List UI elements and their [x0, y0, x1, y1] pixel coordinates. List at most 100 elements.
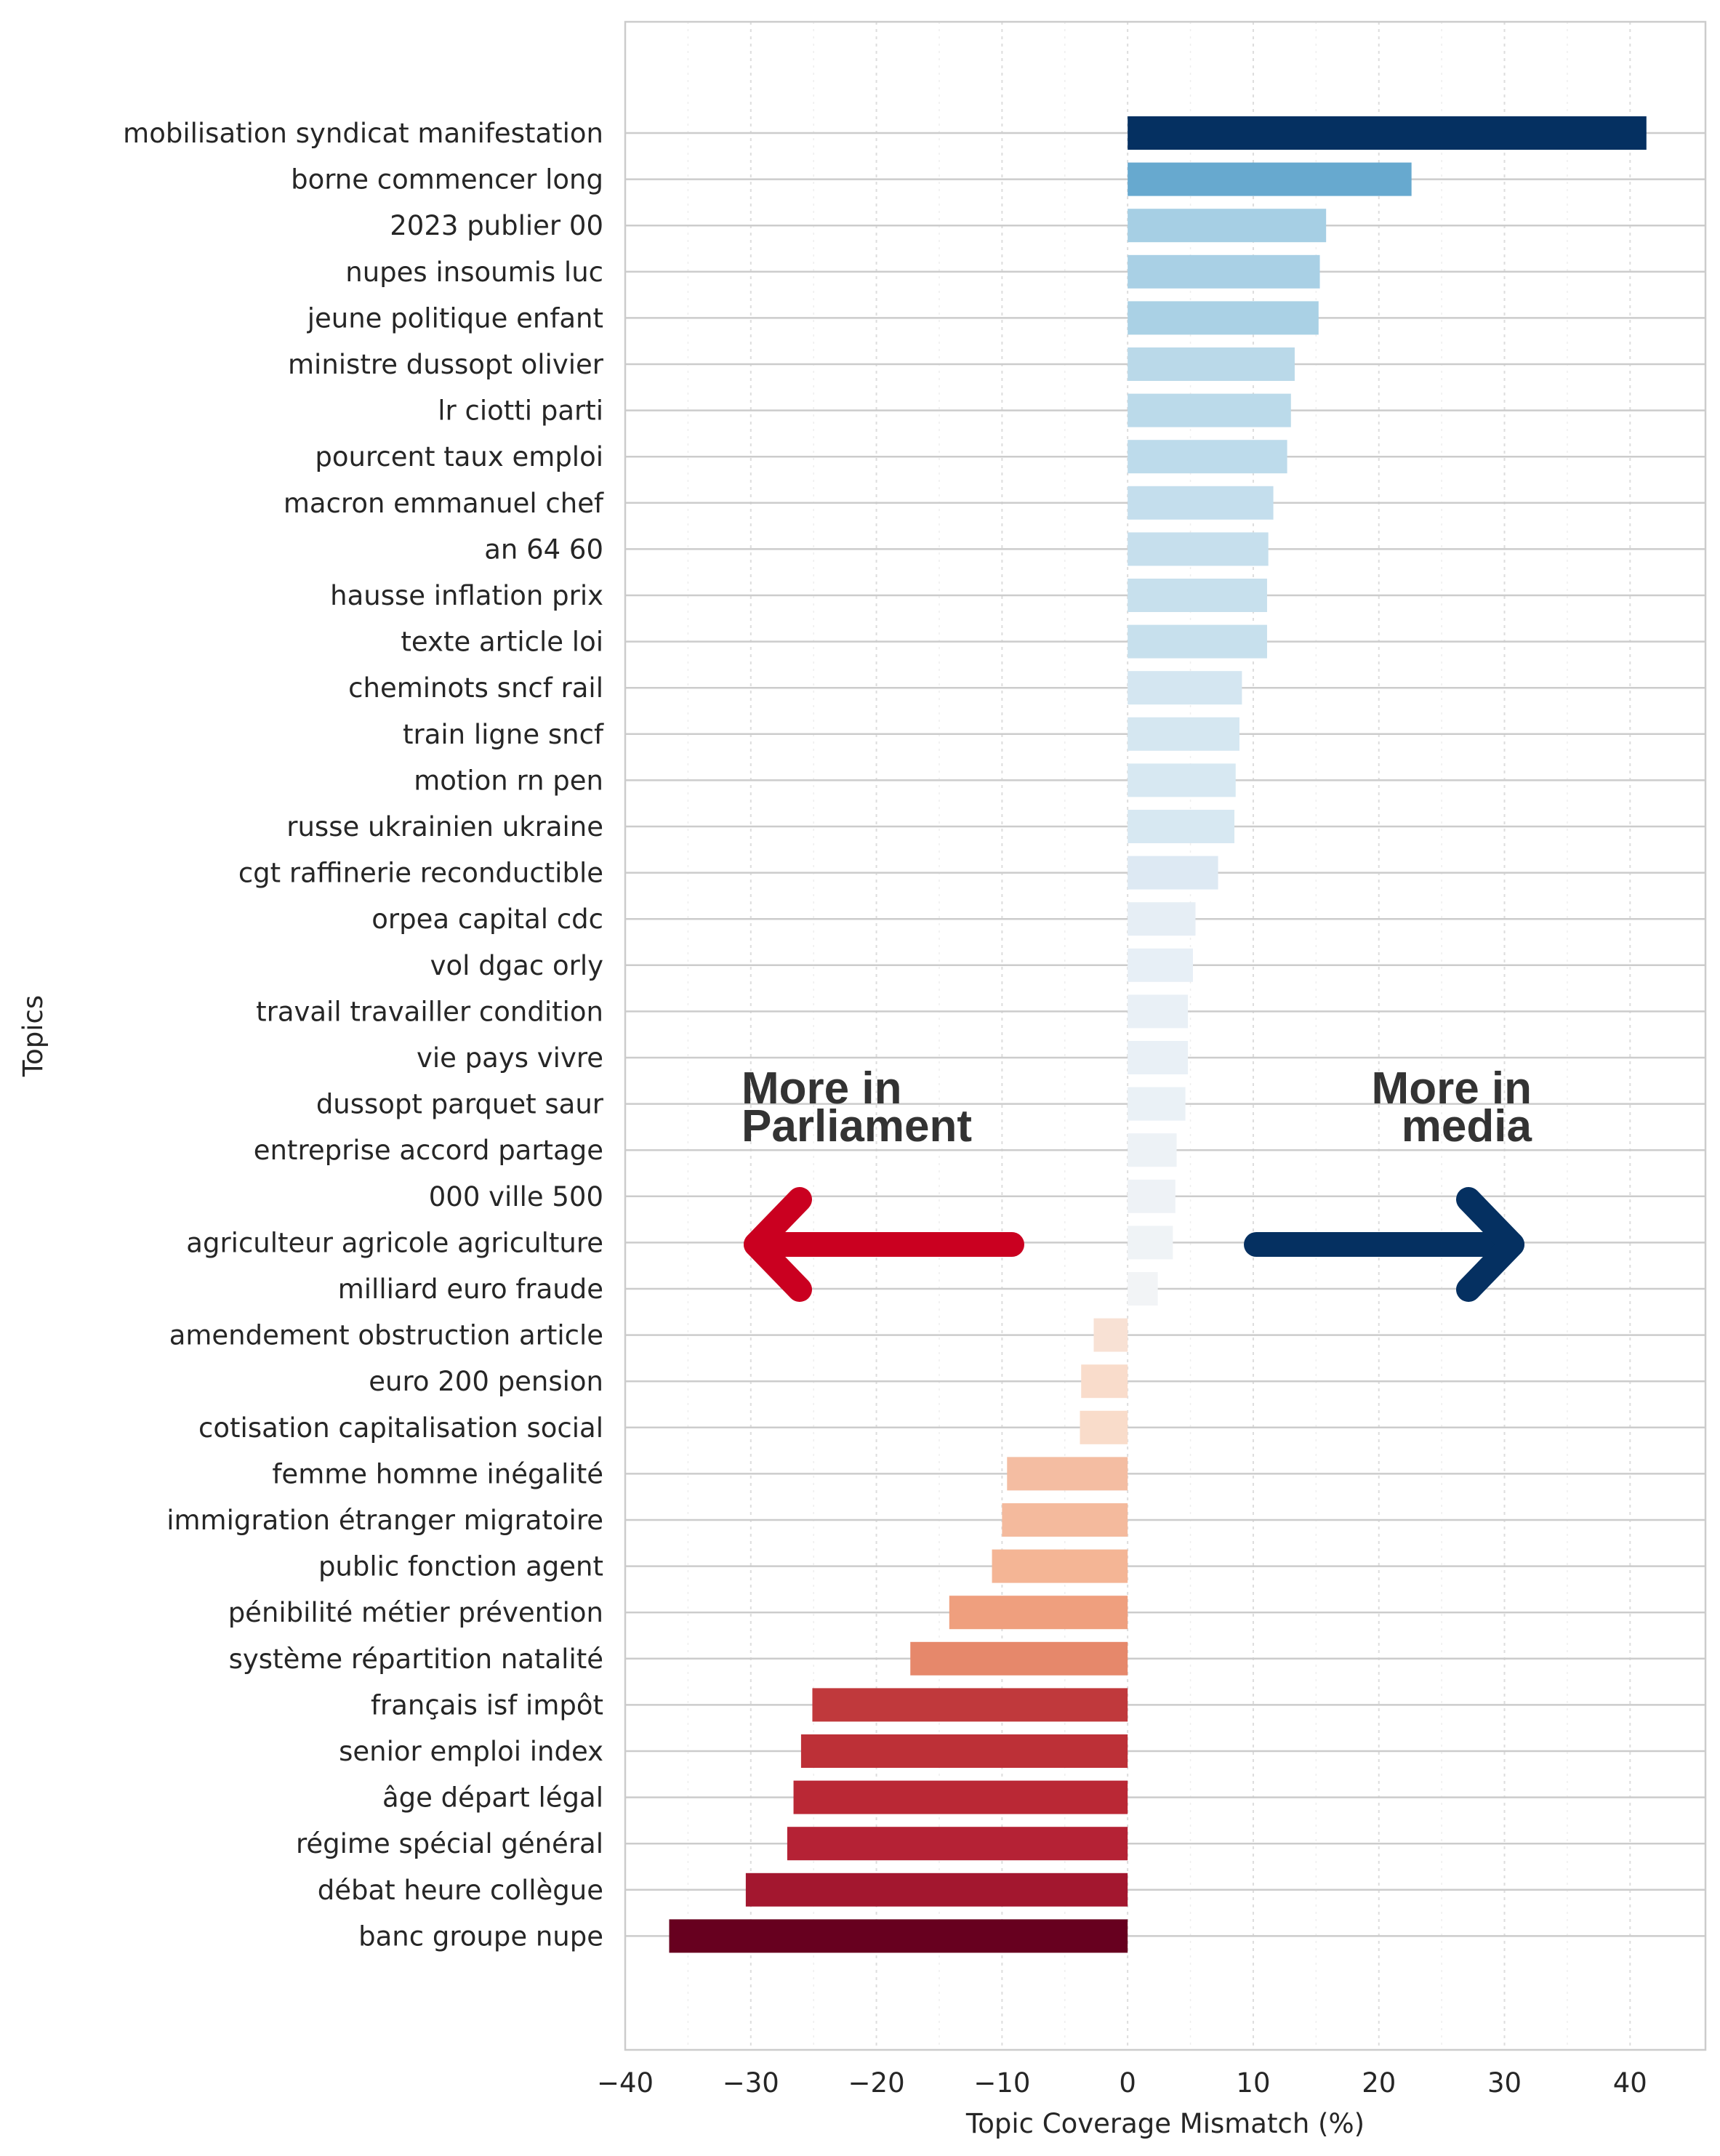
y-tick-label-20: vie pays vivre: [417, 1042, 603, 1074]
bar-33: [910, 1641, 1128, 1676]
left-annotation-line2: Parliament: [742, 1101, 972, 1151]
bar-20: [1128, 1041, 1189, 1074]
y-tick-label-26: amendement obstruction article: [169, 1320, 603, 1351]
y-tick-label-19: travail travailler condition: [256, 996, 603, 1027]
bar-0: [1128, 116, 1647, 150]
bar-28: [1080, 1410, 1128, 1444]
x-tick-label-0: −40: [597, 2067, 654, 2099]
bar-3: [1128, 254, 1320, 289]
y-tick-label-9: an 64 60: [484, 534, 603, 565]
y-tick-label-33: système répartition natalité: [229, 1644, 603, 1675]
bar-31: [992, 1549, 1128, 1583]
bar-1: [1128, 162, 1412, 196]
bar-4: [1128, 301, 1319, 335]
y-tick-label-21: dussopt parquet saur: [316, 1089, 604, 1120]
bar-24: [1128, 1226, 1173, 1260]
bar-18: [1128, 948, 1194, 982]
y-tick-label-14: motion rn pen: [414, 765, 603, 796]
left-annotation-line1: More in: [742, 1063, 901, 1114]
bar-21: [1128, 1087, 1186, 1121]
y-tick-label-34: français isf impôt: [371, 1689, 603, 1721]
y-tick-label-27: euro 200 pension: [369, 1366, 603, 1397]
bar-25: [1128, 1272, 1158, 1306]
bar-6: [1128, 393, 1291, 427]
x-tick-label-2: −20: [848, 2067, 905, 2099]
y-tick-label-7: pourcent taux emploi: [315, 441, 603, 472]
bar-11: [1128, 624, 1267, 659]
y-tick-label-15: russe ukrainien ukraine: [286, 811, 603, 842]
left-arrow-icon: [744, 1187, 1024, 1302]
bar-19: [1128, 994, 1189, 1029]
bar-27: [1081, 1364, 1128, 1399]
y-tick-label-10: hausse inflation prix: [330, 580, 603, 611]
bar-12: [1128, 671, 1242, 705]
bar-16: [1128, 856, 1218, 890]
y-tick-label-28: cotisation capitalisation social: [198, 1412, 603, 1444]
plot-frame: [624, 20, 1707, 2051]
y-tick-label-30: immigration étranger migratoire: [166, 1505, 603, 1536]
y-tick-label-29: femme homme inégalité: [272, 1458, 603, 1489]
bar-22: [1128, 1133, 1177, 1167]
y-tick-labels: mobilisation syndicat manifestation borne…: [123, 118, 604, 1952]
y-tick-label-4: jeune politique enfant: [307, 302, 603, 334]
y-tick-label-1: borne commencer long: [291, 164, 603, 196]
y-tick-label-22: entreprise accord partage: [254, 1135, 603, 1166]
bar-17: [1128, 902, 1196, 936]
x-tick-label-7: 30: [1487, 2067, 1522, 2099]
bar-14: [1128, 763, 1236, 797]
x-tick-labels: −40 −30 −20 −10 0 10 20 30 40: [597, 2067, 1647, 2099]
bar-10: [1128, 579, 1267, 612]
bar-8: [1128, 486, 1274, 520]
bar-38: [745, 1873, 1128, 1907]
right-annotation-line1: More in: [1372, 1063, 1532, 1114]
x-tick-label-5: 10: [1236, 2067, 1270, 2099]
bar-34: [812, 1688, 1128, 1722]
bar-13: [1128, 717, 1239, 751]
bar-9: [1128, 532, 1269, 566]
y-tick-label-2: 2023 publier 00: [390, 210, 603, 241]
y-tick-label-18: vol dgac orly: [430, 950, 603, 981]
x-tick-label-6: 20: [1362, 2067, 1396, 2099]
y-tick-label-6: lr ciotti parti: [438, 395, 603, 427]
bar-35: [800, 1734, 1128, 1768]
y-tick-label-8: macron emmanuel chef: [284, 488, 604, 519]
x-tick-label-4: 0: [1119, 2067, 1136, 2099]
y-tick-label-0: mobilisation syndicat manifestation: [123, 118, 603, 149]
y-tick-label-32: pénibilité métier prévention: [228, 1597, 603, 1628]
right-arrow-icon: [1244, 1187, 1524, 1302]
y-tick-label-5: ministre dussopt olivier: [288, 349, 604, 380]
y-tick-label-17: orpea capital cdc: [371, 904, 603, 935]
y-tick-label-12: cheminots sncf rail: [348, 672, 603, 704]
bars: [669, 116, 1647, 1953]
y-tick-label-13: train ligne sncf: [403, 719, 604, 750]
y-tick-label-36: âge départ légal: [382, 1782, 603, 1814]
y-tick-label-35: senior emploi index: [339, 1736, 603, 1767]
y-axis-label: Topics: [17, 995, 49, 1077]
y-tick-label-25: milliard euro fraude: [338, 1274, 603, 1305]
bar-7: [1128, 440, 1287, 474]
bar-37: [787, 1827, 1128, 1861]
y-tick-label-11: texte article loi: [401, 627, 603, 658]
right-annotation-line2: media: [1402, 1101, 1532, 1151]
y-tick-label-38: débat heure collègue: [318, 1875, 603, 1906]
bar-26: [1093, 1318, 1128, 1352]
bar-23: [1128, 1179, 1176, 1213]
x-tick-label-8: 40: [1613, 2067, 1647, 2099]
bar-5: [1128, 347, 1295, 381]
bar-30: [1002, 1503, 1128, 1537]
y-tick-label-23: 000 ville 500: [429, 1181, 603, 1212]
bar-32: [949, 1596, 1128, 1630]
bar-39: [669, 1919, 1128, 1953]
y-tick-label-24: agriculteur agricole agriculture: [186, 1227, 603, 1258]
x-tick-label-1: −30: [723, 2067, 779, 2099]
bar-36: [793, 1780, 1128, 1814]
y-tick-label-16: cgt raffinerie reconductible: [238, 858, 603, 889]
y-tick-label-31: public fonction agent: [318, 1551, 603, 1582]
x-tick-label-3: −10: [973, 2067, 1030, 2099]
x-axis-label: Topic Coverage Mismatch (%): [965, 2108, 1365, 2139]
bar-29: [1007, 1457, 1128, 1491]
y-tick-label-37: régime spécial général: [296, 1828, 603, 1859]
y-tick-label-39: banc groupe nupe: [358, 1920, 603, 1952]
bar-15: [1128, 810, 1235, 843]
